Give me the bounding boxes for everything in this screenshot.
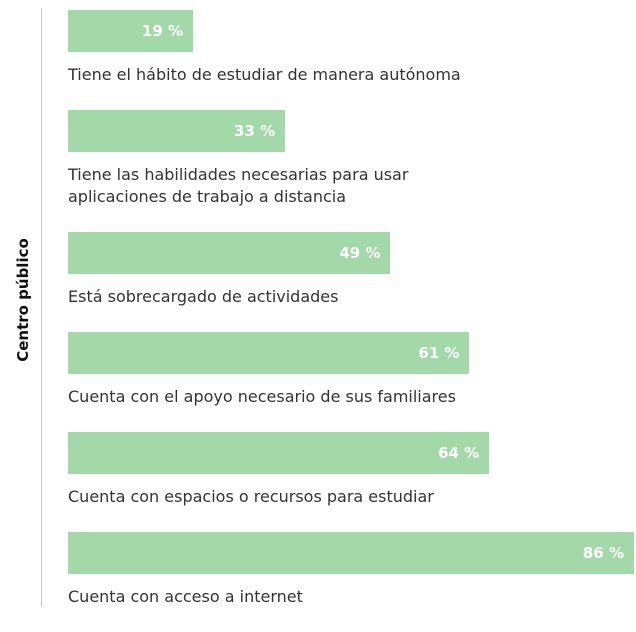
value-label: 64 % [438,444,480,462]
bar-row: 33 % Tiene las habilidades necesarias par… [68,110,634,208]
bar: 86 % [68,532,634,574]
bar-row: 49 % Está sobrecargado de actividades [68,232,634,308]
bar: 49 % [68,232,391,274]
bar: 33 % [68,110,286,152]
axis-line [41,8,42,607]
category-label: Cuenta con espacios o recursos para estu… [68,487,434,506]
bar-row: 61 % Cuenta con el apoyo necesario de sus… [68,332,634,408]
value-label: 61 % [418,344,460,362]
bar-row: 64 % Cuenta con espacios o recursos para … [68,432,634,508]
value-label: 86 % [582,544,624,562]
category-label: Tiene el hábito de estudiar de manera au… [68,65,461,84]
bar-row: 19 % Tiene el hábito de estudiar de maner… [68,10,634,86]
category-label: Cuenta con acceso a internet [68,587,303,606]
bar: 61 % [68,332,470,374]
category-label: Tiene las habilidades necesarias para us… [68,165,409,206]
category-label: Cuenta con el apoyo necesario de sus fam… [68,387,456,406]
value-label: 33 % [234,122,276,140]
bars: 19 % Tiene el hábito de estudiar de maner… [68,10,634,632]
bar: 19 % [68,10,194,52]
value-label: 19 % [141,22,184,40]
value-label: 49 % [339,244,381,262]
category-label: Está sobrecargado de actividades [68,287,339,306]
axis-label: Centro público [14,238,32,362]
bar-row: 86 % Cuenta con acceso a internet [68,532,634,608]
page: {"chart_data": {"type": "bar", "orientat… [14,8,634,607]
bar: 64 % [68,432,490,474]
